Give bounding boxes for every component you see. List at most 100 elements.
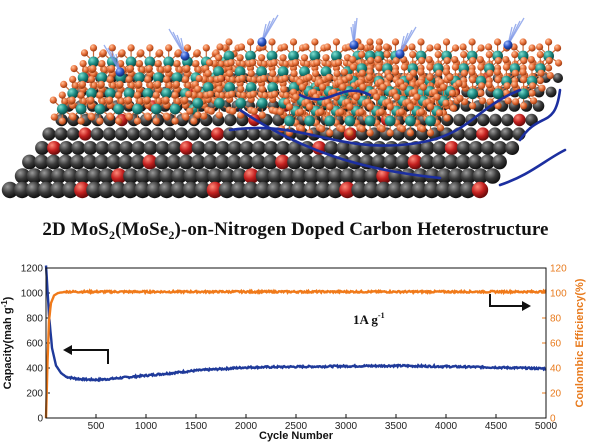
sulfur-atom xyxy=(439,83,448,91)
carbon-atom xyxy=(170,181,187,199)
ion-atom xyxy=(349,40,359,50)
sulfur-atom xyxy=(135,80,143,88)
nitrogen-atom xyxy=(444,141,459,155)
sulfur-atom xyxy=(494,76,502,84)
nitrogen-atom xyxy=(376,168,392,184)
sulfur-atom xyxy=(194,111,202,119)
sulfur-atom xyxy=(200,112,208,120)
molybdenum-atom xyxy=(256,66,267,78)
carbon-atom xyxy=(371,154,387,170)
carbon-atom xyxy=(86,181,103,199)
sulfur-atom xyxy=(345,73,353,81)
sulfur-atom xyxy=(185,90,193,98)
sulfur-atom xyxy=(290,69,298,78)
sulfur-atom xyxy=(504,97,512,105)
sulfur-atom xyxy=(451,63,459,71)
sulfur-atom xyxy=(88,113,96,121)
carbon-atom xyxy=(203,141,218,155)
x-tick-label: 2000 xyxy=(235,421,258,432)
carbon-atom xyxy=(351,181,368,199)
molybdenum-atom xyxy=(169,103,181,115)
carbon-atom xyxy=(419,154,435,170)
sulfur-atom xyxy=(289,38,298,46)
sulfur-atom xyxy=(173,60,181,68)
sulfur-atom xyxy=(58,117,66,125)
sulfur-atom xyxy=(346,129,354,137)
molybdenum-atom xyxy=(134,72,145,83)
sulfur-atom xyxy=(359,83,367,91)
carbon-atom xyxy=(66,127,80,141)
carbon-atom xyxy=(147,168,163,184)
carbon-atom xyxy=(448,168,465,184)
sulfur-atom xyxy=(358,51,366,59)
sulfur-atom xyxy=(133,117,142,125)
sulfur-atom xyxy=(229,107,237,115)
nitrogen-atom xyxy=(471,181,489,199)
y-left-tick-label: 1200 xyxy=(21,264,44,275)
carbon-atom xyxy=(231,168,248,184)
sulfur-atom xyxy=(311,38,319,46)
sulfur-atom xyxy=(291,59,300,67)
carbon-atom xyxy=(46,154,61,170)
sulfur-atom xyxy=(96,91,104,99)
sulfur-atom xyxy=(519,68,527,76)
sulfur-atom xyxy=(228,90,236,98)
molybdenum-atom xyxy=(309,50,321,62)
sulfur-atom xyxy=(108,44,116,52)
carbon-atom xyxy=(477,113,490,127)
sulfur-atom xyxy=(391,68,399,76)
carbon-atom xyxy=(501,113,514,127)
sulfur-atom xyxy=(298,83,307,91)
sulfur-atom xyxy=(386,73,394,81)
y-left-tick-label: 200 xyxy=(26,389,43,400)
carbon-atom xyxy=(171,168,187,184)
x-tick-label: 4500 xyxy=(485,421,508,432)
sulfur-atom xyxy=(202,44,210,52)
sulfur-atom xyxy=(270,59,278,67)
sulfur-atom xyxy=(349,56,357,64)
sulfur-atom xyxy=(358,69,366,77)
sulfur-atom xyxy=(69,75,77,83)
carbon-atom xyxy=(135,168,151,184)
sulfur-atom xyxy=(195,74,203,83)
carbon-atom xyxy=(215,141,230,155)
molybdenum-atom xyxy=(132,103,143,115)
sulfur-atom xyxy=(406,103,414,111)
y-left-tick-label: 400 xyxy=(26,364,43,375)
sulfur-atom xyxy=(99,49,107,57)
sulfur-atom xyxy=(144,75,152,83)
y-right-tick-label: 0 xyxy=(550,414,556,425)
carbon-atom xyxy=(279,181,296,199)
sulfur-atom xyxy=(207,107,215,115)
sulfur-atom xyxy=(77,117,85,125)
sulfur-atom xyxy=(258,85,266,93)
sulfur-atom xyxy=(435,69,443,77)
sulfur-atom xyxy=(108,65,116,73)
carbon-atom xyxy=(395,154,411,170)
molybdenum-atom xyxy=(266,50,278,62)
sulfur-atom xyxy=(106,75,114,83)
sulfur-atom xyxy=(406,73,414,81)
sulfur-atom xyxy=(366,38,374,46)
carbon-atom xyxy=(436,168,453,184)
x-tick-label: 500 xyxy=(88,421,105,432)
carbon-atom xyxy=(42,127,56,141)
molybdenum-atom xyxy=(152,72,164,83)
carbon-atom xyxy=(447,181,465,199)
sulfur-atom xyxy=(520,57,528,65)
sulfur-atom xyxy=(217,74,225,83)
sulfur-atom xyxy=(163,113,171,121)
coulombic-efficiency-series-line xyxy=(44,288,547,419)
sulfur-atom xyxy=(460,51,468,59)
sulfur-atom xyxy=(406,129,414,137)
sulfur-atom xyxy=(261,91,269,100)
current-density-annotation: 1A g-1 xyxy=(353,311,385,327)
carbon-atom xyxy=(75,168,91,184)
carbon-atom xyxy=(83,141,98,155)
sulfur-atom xyxy=(503,82,511,90)
y-right-tick-label: 40 xyxy=(550,364,562,375)
sulfur-atom xyxy=(434,51,442,59)
sulfur-atom xyxy=(554,44,562,52)
sulfur-atom xyxy=(156,49,164,57)
carbon-atom xyxy=(1,181,19,199)
